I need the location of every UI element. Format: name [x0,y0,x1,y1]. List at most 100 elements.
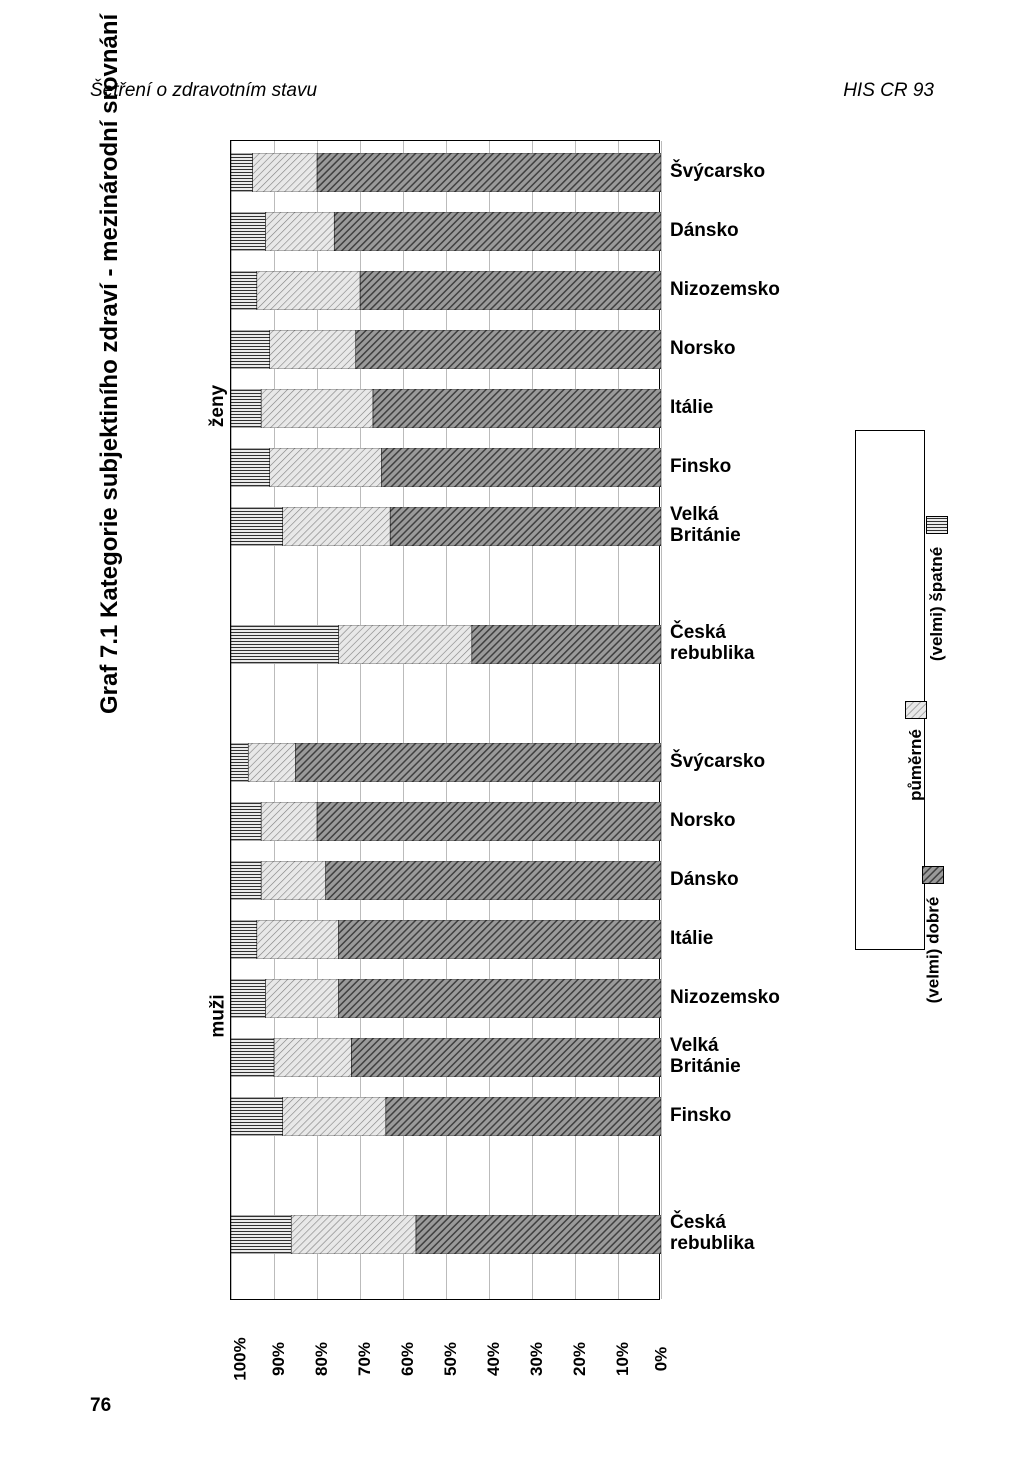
bar-segment-prumerne [339,625,472,664]
bar-label: Českárebublika [670,622,754,666]
axis-tick-label: 80% [312,1342,332,1376]
group-label-male: muži [208,994,230,1037]
bar-label: Švýcarsko [670,161,765,183]
bar-label: Nizozemsko [670,279,780,301]
bar-segment-dobre [296,743,662,782]
bar-segment-spatne [231,920,257,959]
axis-tick-label: 50% [441,1342,461,1376]
bar-segment-spatne [231,271,257,310]
bar-label: VelkáBritánie [670,1035,741,1079]
bar-row [231,389,661,428]
bar-segment-prumerne [257,920,339,959]
axis-tick-label: 40% [484,1342,504,1376]
legend-label: (velmi) špatné [927,547,947,661]
bar-segment-dobre [390,507,661,546]
bar-segment-spatne [231,507,283,546]
bar-segment-prumerne [270,448,382,487]
bar-segment-prumerne [274,1038,351,1077]
bar-segment-dobre [317,153,661,192]
legend-label: (velmi) dobré [923,897,943,1004]
bar-segment-spatne [231,802,261,841]
bar-label: Finsko [670,1105,731,1127]
legend-swatch-prumerne [905,701,927,719]
bar-segment-dobre [386,1097,661,1136]
chart-title: Graf 7.1 Kategorie subjektiního zdraví -… [96,14,124,714]
bar-label: Dánsko [670,869,739,891]
bar-label: Finsko [670,456,731,478]
axis-tick-label: 0% [651,1347,671,1372]
bar-label: Dánsko [670,220,739,242]
bar-segment-prumerne [257,271,360,310]
bar-segment-dobre [416,1215,661,1254]
bar-segment-spatne [231,212,265,251]
bar-row [231,802,661,841]
bar-segment-dobre [382,448,662,487]
bar-label: Českárebublika [670,1212,754,1256]
bar-segment-dobre [472,625,661,664]
bar-label: Norsko [670,810,735,832]
bar-row [231,1097,661,1136]
bar-segment-prumerne [283,1097,386,1136]
bar-segment-prumerne [261,861,326,900]
bar-segment-prumerne [248,743,295,782]
legend-swatch-spatne [926,516,948,534]
bar-row [231,212,661,251]
axis-tick-label: 70% [355,1342,375,1376]
bar-segment-dobre [326,861,661,900]
bar-label: Itálie [670,928,713,950]
bar-row [231,979,661,1018]
bar-segment-prumerne [270,330,356,369]
bar-segment-dobre [373,389,661,428]
bar-segment-spatne [231,448,270,487]
bar-segment-spatne [231,330,270,369]
bar-segment-prumerne [261,389,373,428]
legend-label: půměrné [906,729,926,801]
bar-segment-prumerne [265,979,338,1018]
bar-segment-spatne [231,389,261,428]
bar-segment-spatne [231,1097,283,1136]
group-label-female: ženy [207,385,229,427]
axis-tick-label: 20% [570,1342,590,1376]
axis-tick-label: 30% [527,1342,547,1376]
bar-row [231,448,661,487]
bar-row [231,507,661,546]
bar-label: VelkáBritánie [670,504,741,548]
header-right: HIS CR 93 [843,80,934,102]
bar-segment-dobre [360,271,661,310]
bar-segment-prumerne [283,507,391,546]
bar-segment-prumerne [253,153,318,192]
bar-row [231,271,661,310]
bar-segment-spatne [231,979,265,1018]
bar-segment-dobre [339,920,662,959]
bar-segment-dobre [356,330,661,369]
bar-segment-spatne [231,1215,291,1254]
bar-segment-spatne [231,1038,274,1077]
bar-row [231,1215,661,1254]
bar-segment-prumerne [261,802,317,841]
bar-segment-spatne [231,625,339,664]
bar-segment-spatne [231,861,261,900]
bar-label: Švýcarsko [670,751,765,773]
bar-segment-prumerne [291,1215,416,1254]
bar-label: Norsko [670,338,735,360]
bar-row [231,153,661,192]
page-number: 76 [90,1395,111,1417]
legend: (velmi) dobré půměrné (velmi) špatné [855,430,925,950]
bar-segment-dobre [351,1038,661,1077]
bar-row [231,625,661,664]
bar-row [231,1038,661,1077]
bar-row [231,330,661,369]
header-left: Šetření o zdravotním stavu [90,80,317,102]
bar-label: Itálie [670,397,713,419]
bar-segment-spatne [231,743,248,782]
bar-row [231,743,661,782]
chart-area: 100%90%80%70%60%50%40%30%20%10%0% [230,140,660,1300]
bar-segment-dobre [317,802,661,841]
bar-segment-prumerne [265,212,334,251]
axis-tick-label: 90% [269,1342,289,1376]
axis-tick-label: 60% [398,1342,418,1376]
legend-swatch-dobre [922,866,944,884]
axis-tick-label: 100% [231,1337,251,1380]
bar-segment-dobre [334,212,661,251]
bar-row [231,861,661,900]
